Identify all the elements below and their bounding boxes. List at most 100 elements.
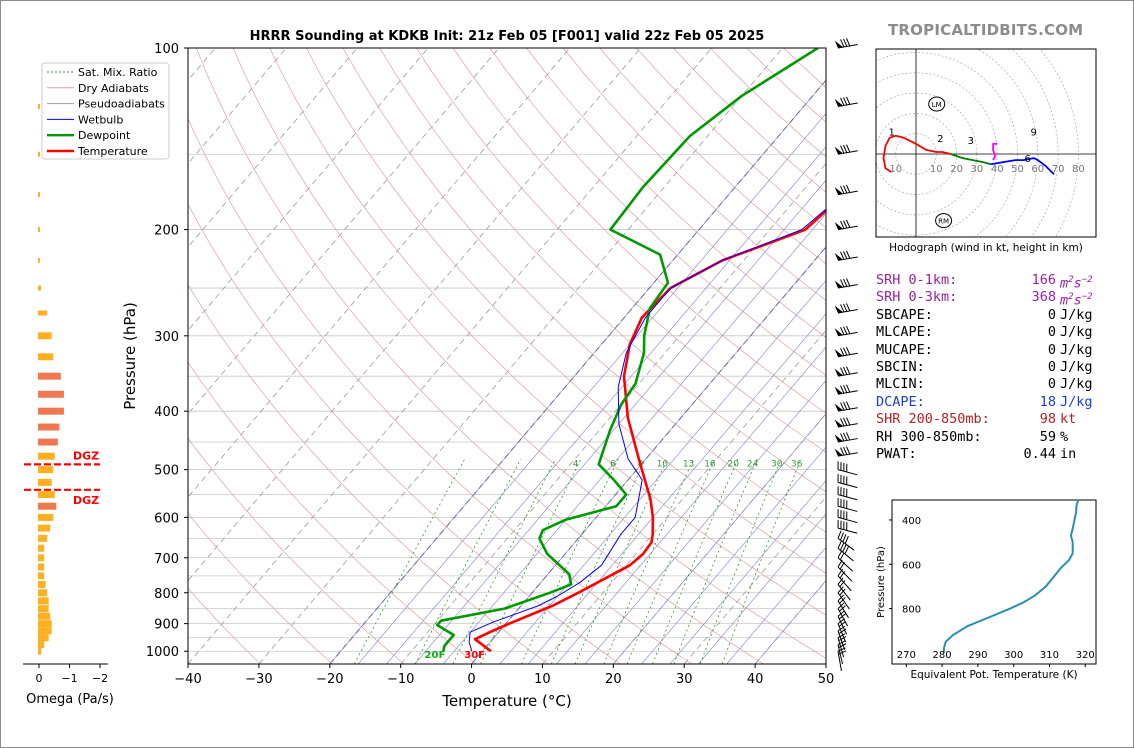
parameter-row: DCAPE: 18 J/kg <box>876 394 1093 411</box>
barb-flag <box>834 434 843 443</box>
parameter-value: 0 <box>1047 306 1056 323</box>
barb-feather <box>844 535 849 544</box>
dry-adiabat <box>342 48 826 533</box>
barb-feather <box>846 366 851 375</box>
theta-e-x-tick-label: 320 <box>1076 650 1095 661</box>
y-tick-label: 100 <box>154 42 179 57</box>
omega-bar <box>38 544 45 552</box>
mixing-ratio-line <box>652 458 739 664</box>
barb-feather <box>843 521 845 530</box>
omega-bar <box>38 407 64 415</box>
barb-feather <box>839 552 845 561</box>
barb-feather <box>846 511 848 520</box>
barb-flag <box>834 419 843 428</box>
parameter-unit: m2s−2 <box>1060 292 1093 309</box>
barb-feather <box>846 346 851 355</box>
barb-feather <box>837 602 845 610</box>
pseudoadiabat <box>698 513 826 664</box>
barb-flag <box>834 349 843 357</box>
barb-feather <box>839 571 846 579</box>
omega-tick-label: −2 <box>92 672 108 685</box>
parameter-label: MUCAPE: <box>876 341 933 358</box>
barb-staff <box>837 630 846 650</box>
barb-feather <box>843 432 848 441</box>
hodo-trace <box>882 134 951 174</box>
barb-feather <box>837 550 843 559</box>
parameter-table: SRH 0-1km: 166 m2s−2 SRH 0-3km: 368 m2s−2 SBCA… <box>876 272 1093 463</box>
barb-feather <box>843 462 845 472</box>
theta-e-y-tick-label: 800 <box>902 605 921 616</box>
pseudoadiabat <box>613 413 826 664</box>
wind-barb <box>834 38 858 49</box>
barb-staff <box>837 102 858 107</box>
barb-feather <box>837 594 845 602</box>
barb-feather <box>846 522 848 531</box>
pseudoadiabat <box>584 380 826 664</box>
isotherm-line <box>0 48 3 664</box>
wind-barb <box>834 144 858 155</box>
barb-staff <box>837 190 858 196</box>
wind-barb <box>837 550 854 572</box>
x-tick-label: 50 <box>818 672 835 687</box>
pseudoadiabat <box>726 546 826 664</box>
omega-bar <box>38 554 45 562</box>
barb-staff <box>837 527 858 534</box>
hodograph-content: 10 10 20 30 40 50 60 70 80 1 2 3 6 9 LM RM <box>876 49 1096 237</box>
barb-staff <box>837 469 858 476</box>
wind-barb <box>837 647 847 672</box>
y-axis-label: Pressure (hPa) <box>121 302 139 410</box>
dry-adiabat <box>306 48 826 574</box>
parameter-row: MUCAPE: 0 J/kg <box>876 341 1093 359</box>
hodo-ring-label: 70 <box>1052 164 1065 175</box>
wind-barb <box>834 250 858 261</box>
dry-adiabat <box>379 48 826 493</box>
barb-staff <box>837 494 858 501</box>
hodograph-frame <box>875 48 1097 238</box>
mixing-ratio-line <box>626 458 716 664</box>
barb-feather <box>838 636 847 642</box>
barb-staff <box>837 150 858 155</box>
barb-feather <box>843 278 848 287</box>
legend-label: Dewpoint <box>78 129 131 142</box>
dry-adiabat <box>269 48 826 616</box>
wind-barb <box>837 540 854 562</box>
barb-feather <box>840 251 845 260</box>
isotherm-label-20f: 20F <box>425 650 446 661</box>
wind-barb <box>837 633 847 658</box>
omega-bar <box>38 192 40 198</box>
barb-feather <box>840 279 845 288</box>
omega-bar <box>38 438 58 446</box>
barb-feather <box>837 633 846 639</box>
barb-feather <box>840 447 845 456</box>
barb-flag <box>834 386 843 395</box>
theta-e-frame <box>891 499 1097 665</box>
barb-feather <box>840 509 842 519</box>
barb-feather <box>843 401 848 410</box>
omega-bar <box>38 534 48 542</box>
barb-feather <box>843 446 848 455</box>
y-tick-label: 400 <box>154 405 179 420</box>
barb-staff <box>837 566 853 582</box>
pseudoadiabat <box>754 580 826 664</box>
barb-feather <box>839 588 846 596</box>
isotherm-line <box>188 48 642 582</box>
barb-flag <box>834 403 843 412</box>
pseudoadiabat <box>641 446 826 664</box>
barb-flag <box>834 40 843 48</box>
mixing-ratio-label: 13 <box>683 460 694 470</box>
barb-feather <box>840 498 842 508</box>
legend: Sat. Mix. Ratio Dry Adiabats Pseudoadiabat… <box>41 62 170 160</box>
omega-bar <box>38 513 54 521</box>
barb-feather <box>843 251 848 260</box>
parameter-row: PWAT: 0.44 in <box>876 446 1091 463</box>
barb-feather <box>837 586 844 594</box>
parameter-row: MLCAPE: 0 J/kg <box>876 324 1093 341</box>
omega-bar <box>38 502 57 510</box>
wind-barb <box>834 417 858 428</box>
parameter-unit: J/kg <box>1060 306 1093 323</box>
parameter-unit: J/kg <box>1060 376 1093 393</box>
omega-bar <box>38 285 42 291</box>
barb-flag <box>834 187 843 195</box>
barb-staff <box>837 423 858 428</box>
